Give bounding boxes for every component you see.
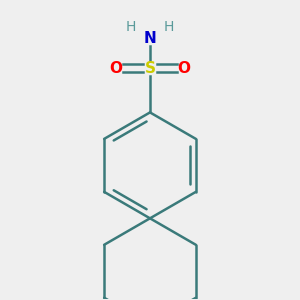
- Text: H: H: [126, 20, 136, 34]
- Text: H: H: [164, 20, 174, 34]
- Text: O: O: [178, 61, 191, 76]
- Text: N: N: [144, 32, 156, 46]
- Text: O: O: [109, 61, 122, 76]
- Text: S: S: [145, 61, 155, 76]
